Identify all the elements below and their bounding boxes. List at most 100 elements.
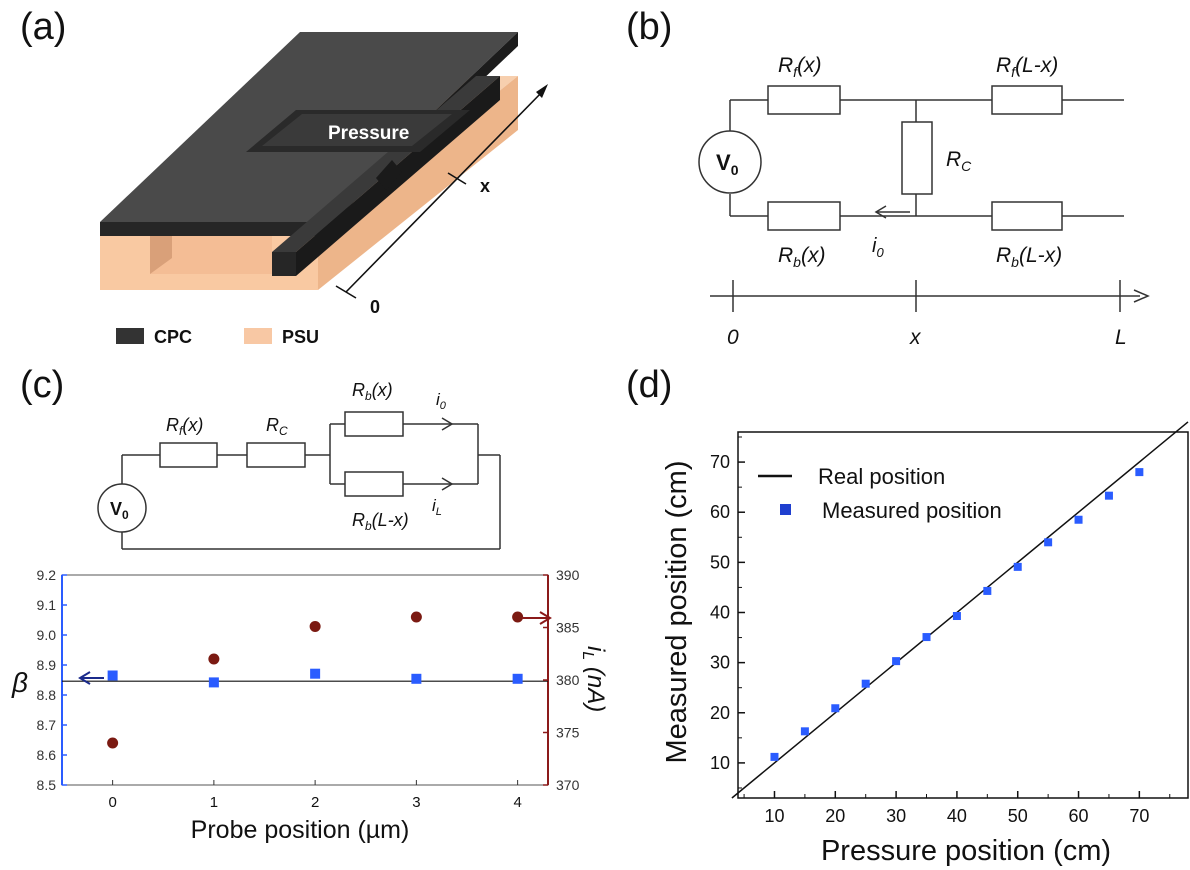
y-ticks: 10 20 30 40 50 60 70 [710,436,745,789]
right-y-ticks: 370 375 380 385 390 [543,567,580,793]
pressure-dip [376,160,402,190]
x-tick-label: 30 [886,806,906,826]
beta-point [512,673,523,684]
y-axis-label: Measured position (cm) [661,461,693,764]
x-tick-label: 60 [1069,806,1089,826]
x-tick-label: 10 [764,806,784,826]
label-rc: RC [266,415,288,438]
right-tick-label: 385 [556,620,580,636]
beta-point [107,670,118,681]
resistor-rc [246,442,306,468]
measured-point [952,612,961,621]
resistor-rb-lx [991,201,1063,231]
cpc-strip-front [272,252,296,276]
measured-point [770,752,779,761]
legend-square-marker [780,504,791,515]
label-rb-x: Rb(x) [352,380,393,403]
resistor-rf-x [159,442,218,468]
panel-label-d: (d) [626,364,673,406]
x-tick-label: 1 [210,794,218,811]
left-tick-label: 9.1 [37,597,57,613]
y-tick-label: 20 [710,703,730,723]
y-tick-label: 30 [710,653,730,673]
current-arrowhead [874,205,887,219]
x-axis-arrowhead [536,84,548,98]
label-i0: i0 [436,390,447,412]
measured-point [800,727,809,736]
x-ticks: 10 20 30 40 50 60 70 [743,791,1171,826]
panel-b-labels: V0 Rf(x) Rf(L-x) RC Rb(x) Rb(L-x) i0 0 x… [716,54,1127,349]
x-tick-label: 50 [1008,806,1028,826]
measured-point [831,704,840,713]
tick-label-x: x [909,326,922,349]
x-tick-label: 70 [1129,806,1149,826]
current-point [107,737,119,749]
left-tick-label: 9.2 [37,567,57,583]
measured-point [1074,515,1083,524]
x-tick-label: 3 [412,794,420,811]
left-tick-label: 8.8 [37,687,57,703]
current-point [512,611,524,623]
x-axis-label: Pressure position (cm) [821,835,1111,867]
measured-point [1104,491,1113,500]
measured-point [861,679,870,688]
current-point [208,653,220,665]
label-rf-lx: Rf(L-x) [996,54,1058,80]
plot-frame [61,574,549,786]
pressure-indent-inner [262,114,452,146]
left-tick-label: 9.0 [37,627,57,643]
left-axis-label: β [11,667,28,698]
x-tick-x [447,172,467,185]
left-tick-label: 8.5 [37,777,57,793]
measured-point [1013,562,1022,571]
current-points [107,611,524,749]
zero-label: 0 [370,297,380,317]
cpc-legend-swatch [116,328,144,344]
resistor-rb-lx [344,471,404,497]
resistor-rc [901,121,933,195]
measured-point [1135,468,1144,477]
left-y-ticks: 8.5 8.6 8.7 8.8 8.9 9.0 9.1 9.2 [37,567,67,793]
right-tick-label: 375 [556,725,580,741]
resistor-rf-lx [991,85,1063,115]
panel-c-chart: 0 1 2 3 4 8.5 8.6 8.7 8.8 8.9 9.0 9.1 9.2 370 375 380… [11,567,609,844]
panel-label-c: (c) [20,364,65,406]
tick-label-0: 0 [727,326,739,349]
label-rf-x: Rf(x) [166,415,203,438]
panel-b-circuit [698,85,1150,312]
label-rc: RC [946,148,972,174]
legend-real-label: Real position [818,464,945,489]
x-tick-label: 4 [513,794,521,811]
x-tick-label: 0 [108,794,116,811]
left-axis-indicator [78,671,104,685]
panel-label-a: (a) [20,6,67,48]
panel-c-circuit-labels: V0 Rf(x) RC Rb(x) Rb(L-x) i0 iL [110,380,447,533]
measured-point [922,633,931,642]
label-rb-lx: Rb(L-x) [352,510,409,533]
x-ticks: 0 1 2 3 4 [108,780,522,811]
panel-c-circuit [97,411,501,550]
position-axis-arrowhead [1133,289,1150,303]
psu-legend-label: PSU [282,327,319,347]
right-tick-label: 370 [556,777,580,793]
resistor-rf-x [767,85,841,115]
right-axis-label: iL (nA) [579,646,609,712]
current-arrowhead-il [441,477,454,491]
beta-points [107,668,523,688]
beta-point [310,668,321,679]
current-point [309,620,321,632]
resistor-rb-x [767,201,841,231]
x-axis-label: x [480,176,490,196]
voltage-source [97,483,147,533]
cpc-legend-label: CPC [154,327,192,347]
plot-frame [737,431,1189,799]
real-position-line [731,421,1189,799]
label-rf-x: Rf(x) [778,54,822,80]
y-tick-label: 60 [710,502,730,522]
label-i0: i0 [872,235,884,260]
x-tick-label: 20 [825,806,845,826]
measured-point [983,586,992,595]
y-tick-label: 10 [710,753,730,773]
y-tick-label: 70 [710,452,730,472]
